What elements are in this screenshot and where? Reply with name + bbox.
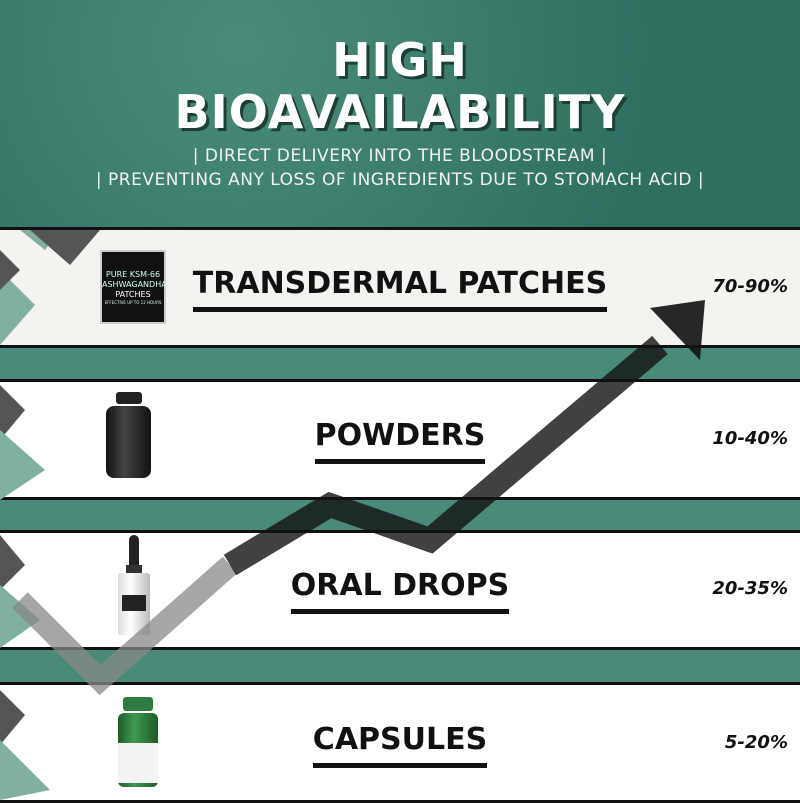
row-value: 70-90% — [712, 276, 788, 297]
patch-box-line: PURE KSM-66 — [105, 270, 161, 279]
powder-jar-image — [106, 392, 151, 478]
title-line-2: BIOAVAILABILITY — [174, 85, 626, 139]
row-label: CAPSULES — [0, 722, 800, 768]
title-line-1: HIGH — [332, 33, 468, 87]
row-value: 5-20% — [724, 732, 788, 753]
capsule-bottle-image — [118, 697, 158, 787]
row-label: ORAL DROPS — [0, 568, 800, 614]
subtitle-line-2: | PREVENTING ANY LOSS OF INGREDIENTS DUE… — [95, 170, 705, 190]
subtitle-line-1: | DIRECT DELIVERY INTO THE BLOODSTREAM | — [192, 146, 608, 166]
patch-box-line: EFFECTIVE UP TO 12 HOURS — [104, 300, 162, 305]
row-label: TRANSDERMAL PATCHES — [0, 266, 800, 312]
patch-box-line: PATCHES — [115, 290, 151, 299]
header: HIGH BIOAVAILABILITY | DIRECT DELIVERY I… — [0, 0, 800, 228]
patch-box-image: PURE KSM-66 ASHWAGANDHA PATCHES EFFECTIV… — [100, 250, 167, 324]
row-label: POWDERS — [0, 418, 800, 464]
patch-box-line: ASHWAGANDHA — [102, 280, 167, 289]
row-value: 10-40% — [712, 428, 788, 449]
row-value: 20-35% — [712, 578, 788, 599]
